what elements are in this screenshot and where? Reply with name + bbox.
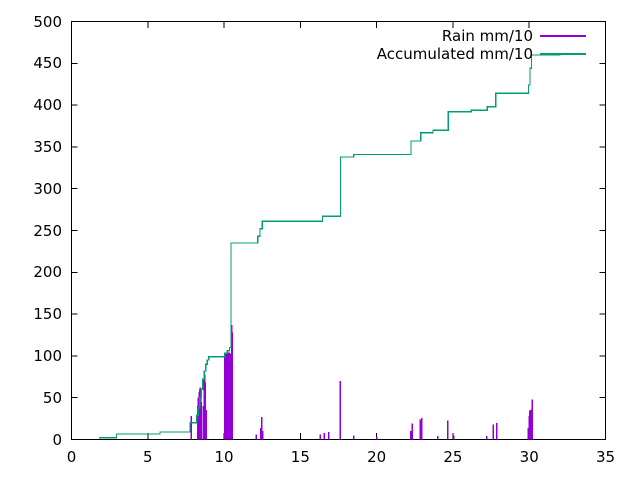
y-axis-tick-label: 300 <box>33 179 62 198</box>
x-axis-tick-label: 5 <box>143 448 153 466</box>
plot-canvas <box>71 21 606 440</box>
y-axis-tick-label: 400 <box>33 96 62 115</box>
rain-series <box>190 324 534 440</box>
x-axis-tick-label: 10 <box>214 448 234 466</box>
x-axis-tick-label: 15 <box>290 448 310 466</box>
legend-accumulated-label: Accumulated mm/10 <box>376 45 533 63</box>
x-axis-tick-label: 30 <box>519 448 539 466</box>
accumulated-series <box>98 54 561 439</box>
legend-rain-label: Rain mm/10 <box>441 27 533 45</box>
x-axis-tick-label: 0 <box>66 448 77 466</box>
y-axis-tick-label: 450 <box>33 54 62 73</box>
y-axis-tick-label: 250 <box>33 221 62 240</box>
y-axis-tick-label: 100 <box>33 346 62 365</box>
y-axis-tick-label: 200 <box>33 263 62 282</box>
y-axis-tick-label: 50 <box>42 388 62 407</box>
y-axis-tick-label: 150 <box>33 305 62 324</box>
legend-accumulated-swatch <box>540 53 586 55</box>
x-axis-tick-label: 20 <box>367 448 387 466</box>
y-axis-tick-label: 0 <box>52 430 62 449</box>
x-axis-tick-label: 35 <box>595 448 616 466</box>
legend-rain-swatch <box>540 35 586 37</box>
y-axis-tick-label: 350 <box>33 137 62 156</box>
x-axis-tick-label: 25 <box>443 448 463 466</box>
y-axis-tick-label: 500 <box>33 12 62 31</box>
